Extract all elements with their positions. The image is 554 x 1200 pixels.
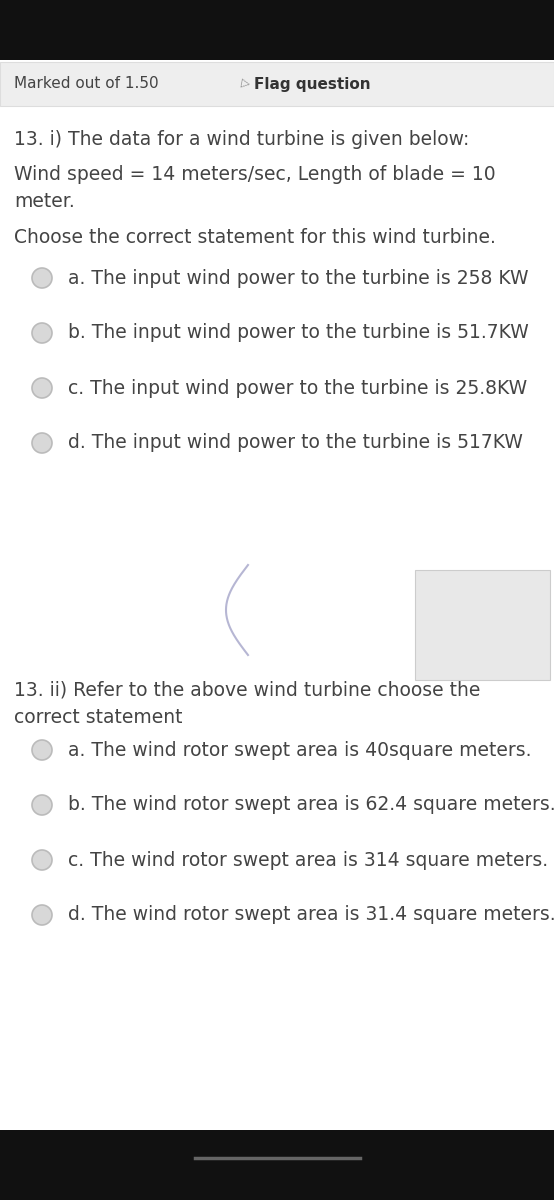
Text: d. The input wind power to the turbine is 517KW: d. The input wind power to the turbine i… <box>68 433 523 452</box>
Circle shape <box>32 740 52 760</box>
FancyBboxPatch shape <box>0 62 554 106</box>
Text: a. The input wind power to the turbine is 258 KW: a. The input wind power to the turbine i… <box>68 269 529 288</box>
Text: correct statement: correct statement <box>14 708 182 727</box>
Circle shape <box>32 378 52 398</box>
Text: 13. i) The data for a wind turbine is given below:: 13. i) The data for a wind turbine is gi… <box>14 130 469 149</box>
Text: ▷: ▷ <box>240 77 251 91</box>
Text: 13. ii) Refer to the above wind turbine choose the: 13. ii) Refer to the above wind turbine … <box>14 680 480 698</box>
Text: c. The input wind power to the turbine is 25.8KW: c. The input wind power to the turbine i… <box>68 378 527 397</box>
Text: Flag question: Flag question <box>254 77 371 91</box>
Circle shape <box>32 433 52 452</box>
FancyBboxPatch shape <box>415 570 550 680</box>
Text: Wind speed = 14 meters/sec, Length of blade = 10: Wind speed = 14 meters/sec, Length of bl… <box>14 164 496 184</box>
Circle shape <box>32 323 52 343</box>
Text: Marked out of 1.50: Marked out of 1.50 <box>14 77 158 91</box>
Text: b. The wind rotor swept area is 62.4 square meters.: b. The wind rotor swept area is 62.4 squ… <box>68 796 554 815</box>
Text: c. The wind rotor swept area is 314 square meters.: c. The wind rotor swept area is 314 squa… <box>68 851 548 870</box>
Circle shape <box>32 850 52 870</box>
Circle shape <box>32 905 52 925</box>
Text: b. The input wind power to the turbine is 51.7KW: b. The input wind power to the turbine i… <box>68 324 529 342</box>
Circle shape <box>32 794 52 815</box>
FancyBboxPatch shape <box>0 60 554 1130</box>
Text: meter.: meter. <box>14 192 75 211</box>
Text: d. The wind rotor swept area is 31.4 square meters.: d. The wind rotor swept area is 31.4 squ… <box>68 906 554 924</box>
Circle shape <box>32 268 52 288</box>
Text: a. The wind rotor swept area is 40square meters.: a. The wind rotor swept area is 40square… <box>68 740 531 760</box>
Text: Choose the correct statement for this wind turbine.: Choose the correct statement for this wi… <box>14 228 496 247</box>
